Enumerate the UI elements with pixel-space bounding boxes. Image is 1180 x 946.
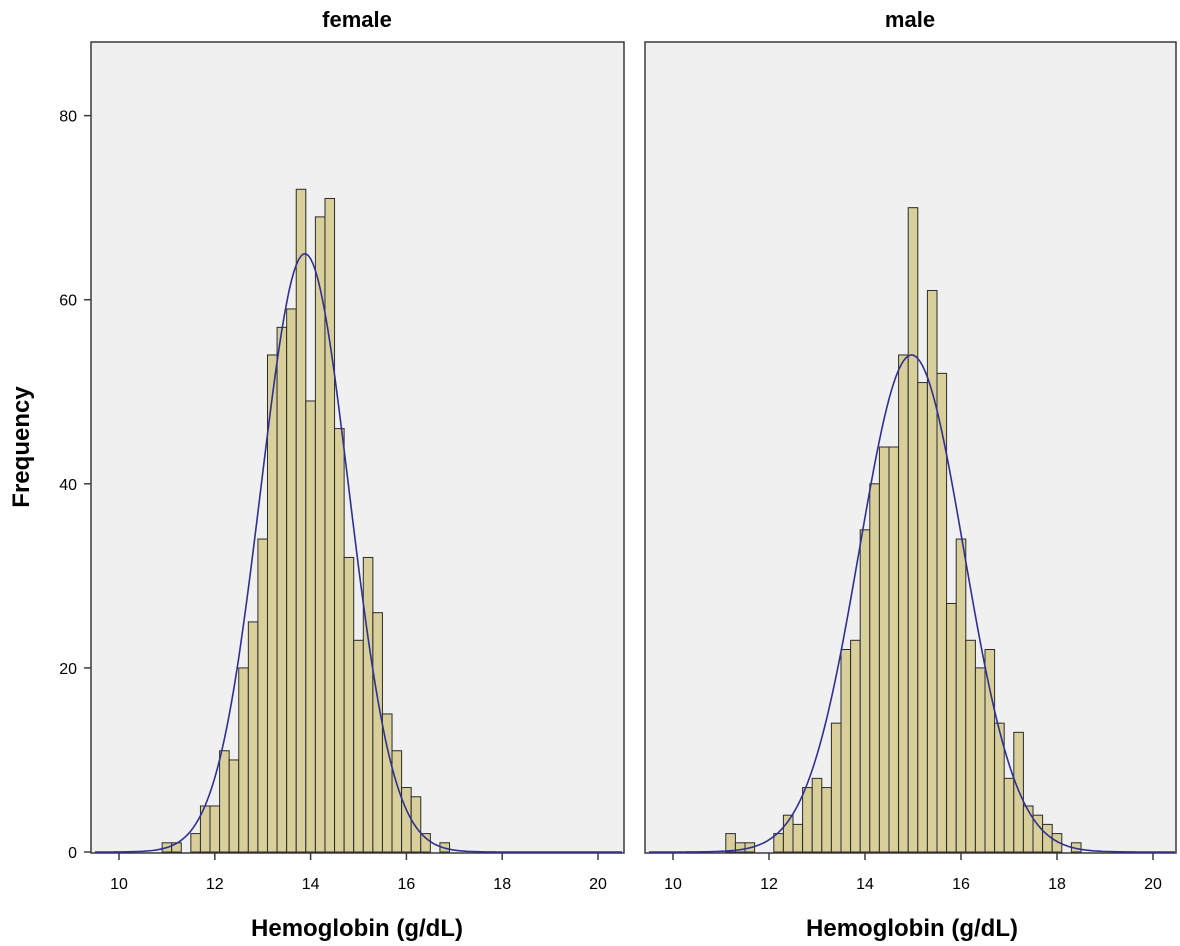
female-x-tick-label-10: 10 xyxy=(110,876,128,893)
female-bars xyxy=(161,188,451,853)
female-normal-curve xyxy=(95,252,622,853)
male-bar xyxy=(1051,833,1063,853)
male-bar xyxy=(926,290,938,853)
male-bar xyxy=(725,833,736,853)
male-bar xyxy=(955,538,967,853)
male-x-axis-title: Hemoglobin (g/dL) xyxy=(806,915,1018,942)
female-x-tick-label-14: 14 xyxy=(302,876,320,893)
female-bar xyxy=(334,428,345,853)
male-bar xyxy=(984,649,996,853)
female-bar xyxy=(372,612,383,853)
male-bar xyxy=(878,446,890,853)
female-x-tick-label-12: 12 xyxy=(206,876,224,893)
male-bar xyxy=(888,446,900,853)
male-x-axis: 10 12 14 16 18 20 xyxy=(664,853,1162,893)
male-x-tick-label-18: 18 xyxy=(1048,876,1066,893)
female-x-tick-label-18: 18 xyxy=(493,876,511,893)
female-bar xyxy=(420,833,431,853)
y-tick-label-40: 40 xyxy=(59,477,77,494)
female-bar xyxy=(257,538,268,853)
male-x-tick-label-12: 12 xyxy=(760,876,778,893)
female-x-axis-title: Hemoglobin (g/dL) xyxy=(251,915,463,942)
female-bar xyxy=(219,750,230,853)
female-bar xyxy=(276,326,288,853)
male-x-tick-label-14: 14 xyxy=(856,876,874,893)
female-bar xyxy=(209,805,221,853)
male-bar xyxy=(1003,777,1015,853)
male-bar xyxy=(773,833,784,853)
male-x-tick-label-20: 20 xyxy=(1144,876,1162,893)
female-bar xyxy=(247,621,259,853)
female-x-tick-label-20: 20 xyxy=(589,876,607,893)
female-bar xyxy=(266,354,278,853)
male-bar xyxy=(946,602,957,853)
female-bar xyxy=(391,750,403,853)
male-bar xyxy=(907,207,919,853)
male-bar xyxy=(869,483,880,853)
female-curve-layer xyxy=(95,252,622,853)
male-bar xyxy=(811,777,823,853)
female-bar xyxy=(353,639,364,853)
y-axis: 0 20 40 60 80 xyxy=(59,109,91,862)
male-bar xyxy=(830,722,842,853)
y-tick-label-0: 0 xyxy=(68,845,77,862)
male-bar xyxy=(917,382,928,853)
male-bar xyxy=(840,649,852,853)
y-axis-title: Frequency xyxy=(8,386,35,508)
female-bar xyxy=(314,216,326,853)
male-panel-title: male xyxy=(885,7,935,32)
female-bar xyxy=(324,197,336,853)
female-bar xyxy=(228,759,240,853)
male-bar xyxy=(821,787,832,853)
y-tick-label-20: 20 xyxy=(59,661,77,678)
male-bar xyxy=(850,639,861,853)
male-bar xyxy=(974,667,986,853)
female-bar xyxy=(362,556,374,853)
y-tick-label-60: 60 xyxy=(59,293,77,310)
female-bar xyxy=(305,400,316,853)
male-normal-curve xyxy=(649,354,1175,853)
female-bar xyxy=(410,796,422,853)
female-bar xyxy=(401,787,412,853)
female-x-axis: 10 12 14 16 18 20 xyxy=(110,853,607,893)
male-curve-layer xyxy=(649,354,1175,853)
male-bar xyxy=(965,639,976,853)
female-bar xyxy=(190,833,201,853)
male-bar xyxy=(859,529,871,853)
male-x-tick-label-10: 10 xyxy=(664,876,682,893)
y-tick-label-80: 80 xyxy=(59,109,77,126)
male-x-tick-label-16: 16 xyxy=(952,876,970,893)
female-x-tick-label-16: 16 xyxy=(398,876,416,893)
male-bar xyxy=(802,787,813,853)
male-bar xyxy=(1022,805,1034,853)
female-bar xyxy=(286,308,297,853)
male-bar xyxy=(898,354,909,853)
female-bar xyxy=(343,556,355,853)
female-bar xyxy=(295,188,307,853)
female-panel-title: female xyxy=(322,7,392,32)
male-bar xyxy=(792,823,804,853)
female-bar xyxy=(238,667,249,853)
